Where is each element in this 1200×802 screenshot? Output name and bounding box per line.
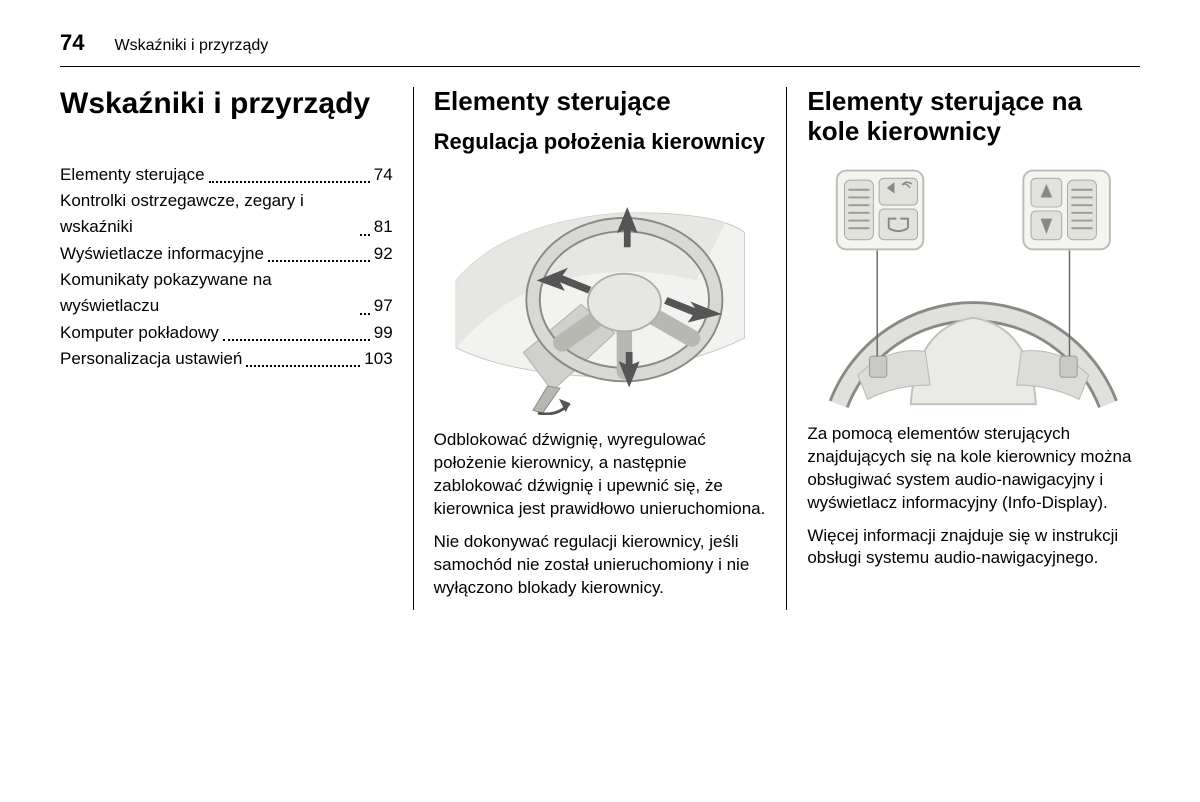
toc-row: Elementy sterujące 74 [60,162,393,188]
toc-dots [246,365,360,367]
toc-row: Wyświetlacze informacyjne 92 [60,241,393,267]
toc-label: Elementy sterujące [60,162,205,188]
toc-page: 74 [374,162,393,188]
toc-label: Komputer pokładowy [60,320,219,346]
chapter-title: Wskaźniki i przyrządy [60,87,393,122]
toc-label: Personalizacja ustawień [60,346,242,372]
paragraph: Za pomocą elementów sterujących znajdują… [807,423,1140,515]
header-title: Wskaźniki i przyrządy [114,37,268,55]
paragraph: Więcej informacji znajduje się w instruk… [807,525,1140,571]
steering-adjustment-illustration [434,165,767,415]
subsection-title: Regulacja położenia kierownicy [434,129,767,155]
table-of-contents: Elementy sterujące 74 Kontrolki ostrzega… [60,162,393,373]
toc-page: 103 [364,346,392,372]
page-number: 74 [60,30,84,56]
steering-controls-illustration [807,159,1140,409]
toc-label: Komunikaty pokazywane na wyświetlaczu [60,267,356,320]
toc-row: Komunikaty pokazywane na wyświetlaczu 97 [60,267,393,320]
toc-label: Wyświetlacze informacyjne [60,241,264,267]
toc-dots [223,339,370,341]
toc-page: 81 [374,214,393,240]
toc-dots [268,260,370,262]
column-1: Wskaźniki i przyrządy Elementy sterujące… [60,87,413,610]
toc-page: 97 [374,293,393,319]
toc-page: 92 [374,241,393,267]
paragraph: Nie dokonywać regulacji kierownicy, jeśl… [434,531,767,600]
toc-label: Kontrolki ostrzegawcze, zegary i wskaźni… [60,188,356,241]
section-title: Elementy sterujące na kole kierownicy [807,87,1140,147]
toc-row: Personalizacja ustawień 103 [60,346,393,372]
toc-row: Komputer pokładowy 99 [60,320,393,346]
column-3: Elementy sterujące na kole kierownicy [786,87,1140,610]
paragraph: Odblokować dźwignię, wyregulować położen… [434,429,767,521]
toc-dots [209,181,370,183]
toc-dots [360,234,370,236]
toc-page: 99 [374,320,393,346]
section-title: Elementy sterujące [434,87,767,117]
content-columns: Wskaźniki i przyrządy Elementy sterujące… [60,87,1140,610]
toc-dots [360,313,370,315]
page-header: 74 Wskaźniki i przyrządy [60,30,1140,67]
column-2: Elementy sterujące Regulacja położenia k… [413,87,787,610]
toc-row: Kontrolki ostrzegawcze, zegary i wskaźni… [60,188,393,241]
